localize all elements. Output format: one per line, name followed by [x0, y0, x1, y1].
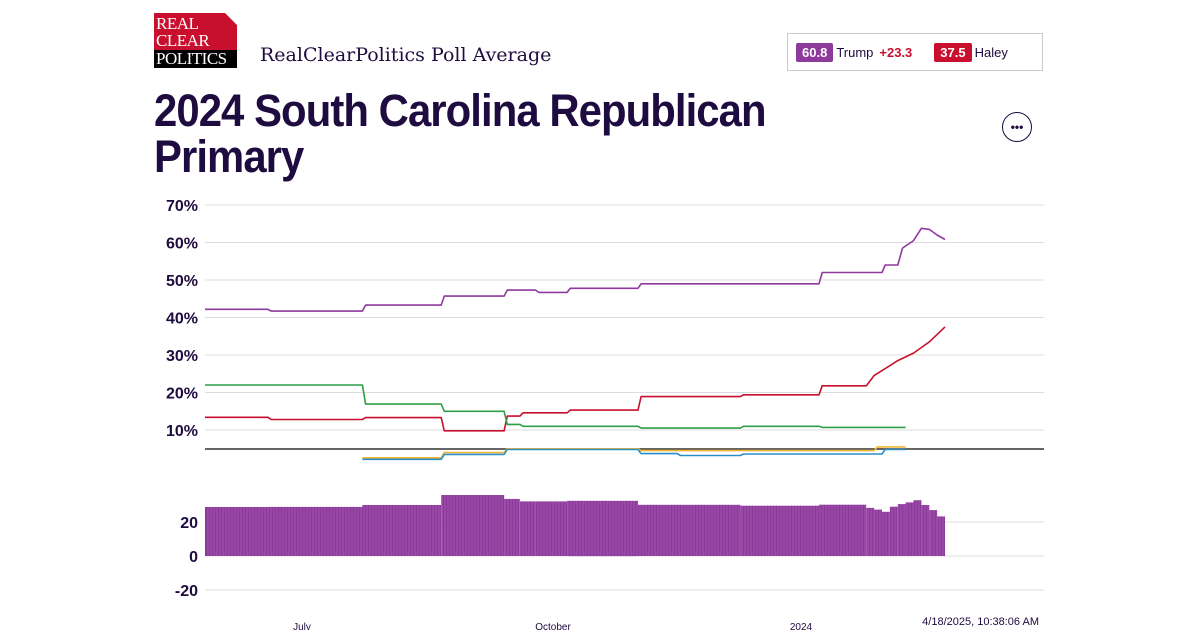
- spread-bar: [362, 505, 441, 556]
- y-tick-label: 60%: [166, 236, 198, 253]
- spread-bar: [638, 505, 740, 556]
- y-tick-label: 50%: [166, 273, 198, 290]
- spread-bar: [937, 516, 945, 556]
- y-tick-label: 20%: [166, 386, 198, 403]
- y-tick-label: 10%: [166, 423, 198, 440]
- spread-bar: [520, 501, 536, 556]
- spread-bar: [874, 510, 882, 556]
- x-tick-label: July: [293, 622, 311, 630]
- series-line-haley: [205, 327, 945, 431]
- x-tick-label: 2024: [790, 622, 813, 630]
- series-line-desantis: [205, 385, 906, 428]
- spread-tick-label: -20: [175, 583, 198, 600]
- timestamp: 4/18/2025, 10:38:06 AM: [922, 616, 1039, 628]
- spread-bar: [866, 508, 874, 556]
- spread-tick-label: 0: [189, 549, 198, 566]
- spread-bar: [890, 507, 898, 556]
- spread-bar: [914, 500, 922, 556]
- spread-bar: [898, 504, 906, 556]
- spread-bar: [268, 507, 363, 556]
- spread-tick-label: 20: [180, 515, 198, 532]
- y-tick-label: 30%: [166, 348, 198, 365]
- spread-bar: [504, 499, 520, 556]
- poll-chart: 70% 60% 50% 40% 30% 20% 10% 20 0 -20 July October 20…: [0, 0, 1200, 630]
- series-line-trump: [205, 228, 945, 311]
- y-tick-label: 40%: [166, 311, 198, 328]
- spread-bar: [536, 501, 568, 556]
- x-tick-label: October: [535, 622, 571, 630]
- spread-bar: [205, 507, 268, 556]
- spread-bar: [567, 501, 638, 556]
- y-tick-label: 70%: [166, 198, 198, 215]
- spread-bar: [740, 506, 819, 556]
- spread-bar: [441, 495, 504, 556]
- spread-bar: [929, 510, 937, 556]
